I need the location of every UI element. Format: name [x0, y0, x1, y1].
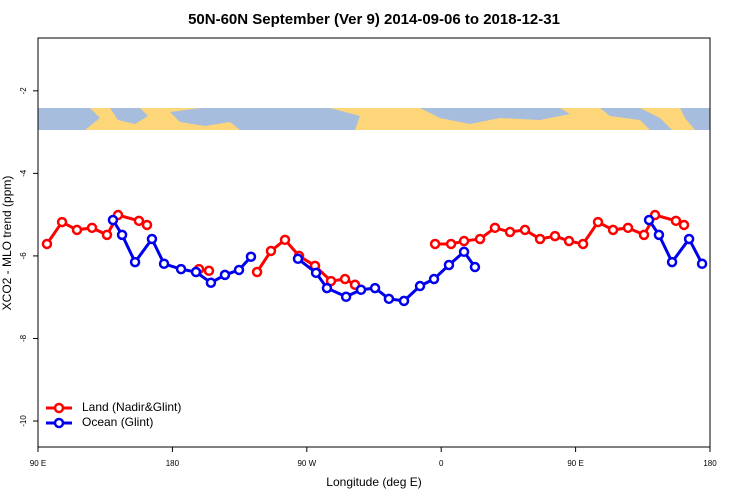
point — [321, 282, 333, 294]
point — [383, 293, 395, 305]
point — [175, 263, 187, 275]
point — [592, 216, 604, 228]
point — [310, 267, 322, 279]
point — [245, 251, 257, 262]
point — [429, 238, 441, 250]
x-tick-label: 180 — [703, 459, 717, 468]
point — [445, 238, 457, 250]
point — [340, 291, 352, 303]
point — [607, 224, 619, 236]
y-tick-label: -6 — [19, 252, 28, 260]
point — [219, 269, 231, 281]
point — [696, 258, 708, 270]
point — [683, 233, 695, 245]
point — [56, 216, 68, 228]
point — [107, 214, 119, 226]
x-tick-label: 90 E — [30, 459, 46, 468]
point — [622, 222, 634, 234]
point — [398, 295, 410, 307]
point — [369, 282, 381, 294]
point — [205, 277, 217, 288]
y-tick-label: -8 — [19, 334, 28, 342]
x-tick-label: 180 — [166, 459, 180, 468]
point — [666, 256, 678, 268]
point — [292, 253, 304, 265]
point — [355, 284, 367, 296]
y-tick-label: -4 — [19, 169, 28, 177]
point — [678, 219, 690, 231]
point — [469, 261, 481, 273]
point — [265, 245, 277, 257]
x-axis-label: Longitude (deg E) — [326, 475, 421, 489]
legend-label: Ocean (Glint) — [82, 415, 153, 429]
point — [474, 233, 486, 245]
point — [146, 233, 158, 245]
point — [670, 215, 682, 227]
point — [577, 238, 589, 250]
point — [443, 259, 455, 271]
point — [71, 224, 83, 236]
point — [158, 258, 170, 270]
point — [279, 234, 291, 246]
point — [414, 280, 426, 292]
point — [563, 235, 575, 247]
point — [458, 246, 470, 258]
legend-label: Land (Nadir&Glint) — [82, 400, 181, 414]
point — [251, 266, 263, 278]
point — [101, 229, 113, 241]
point — [428, 273, 440, 285]
y-tick-label: -2 — [19, 87, 28, 95]
point — [116, 229, 128, 241]
point — [504, 226, 516, 238]
plot-frame — [37, 37, 711, 448]
point — [519, 224, 531, 236]
point — [233, 264, 245, 276]
point — [489, 222, 501, 234]
point — [41, 238, 53, 250]
point — [549, 230, 561, 242]
x-tick-label: 90 E — [567, 459, 583, 468]
point — [133, 215, 145, 227]
point — [203, 265, 215, 277]
y-tick-label: -10 — [19, 415, 28, 427]
map-strip — [38, 108, 710, 130]
point — [643, 214, 655, 226]
point — [653, 229, 665, 241]
legend-marker — [53, 417, 65, 429]
x-tick-label: 0 — [439, 459, 444, 468]
point — [339, 273, 351, 285]
point — [458, 235, 470, 247]
legend-marker — [53, 402, 65, 414]
x-tick-label: 90 W — [297, 459, 316, 468]
y-axis-label: XCO2 - MLO trend (ppm) — [0, 176, 14, 311]
point — [534, 233, 546, 245]
point — [129, 256, 141, 268]
point — [86, 222, 98, 234]
chart-title: 50N-60N September (Ver 9) 2014-09-06 to … — [188, 11, 560, 28]
point — [638, 229, 650, 241]
point — [141, 219, 153, 231]
point — [190, 266, 202, 278]
